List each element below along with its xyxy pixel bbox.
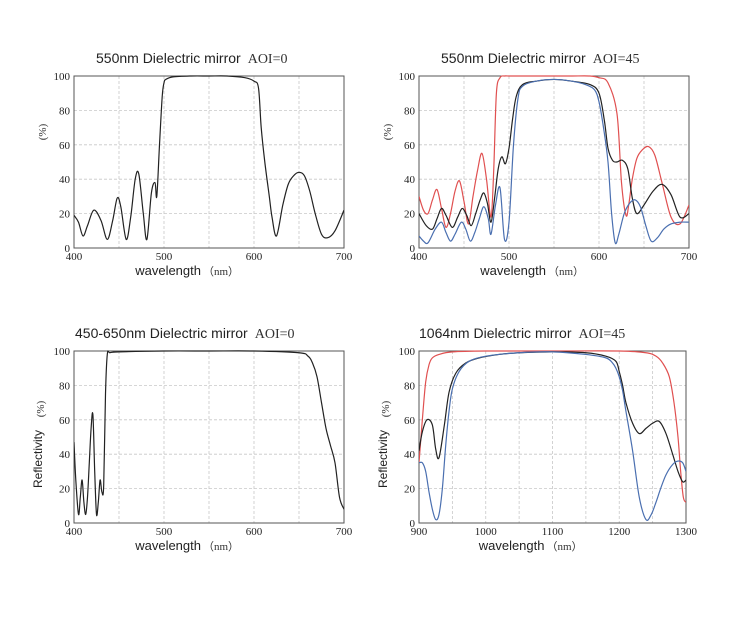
chart-title: 550nm Dielectric mirror (96, 50, 241, 66)
y-tick-label: 0 (65, 518, 71, 530)
y-tick-label: 80 (59, 380, 71, 392)
x-tick-label: 1000 (475, 526, 498, 538)
y-tick-label: 100 (399, 71, 416, 83)
y-tick-label: 40 (59, 449, 71, 461)
chart-title: 550nm Dielectric mirror (441, 50, 586, 66)
y-tick-label: 100 (54, 346, 71, 358)
x-axis-label: wavelength (134, 538, 201, 553)
y-tick-label: 0 (410, 243, 416, 255)
series-line-blue (419, 78, 689, 245)
x-tick-label: 500 (156, 526, 173, 538)
y-tick-label: 80 (404, 380, 416, 392)
y-tick-label: 20 (404, 209, 416, 221)
y-tick-label: 80 (59, 105, 71, 117)
y-tick-label: 20 (404, 484, 416, 496)
series-line-black (74, 350, 344, 517)
chart-aoi-label: AOI=0 (248, 52, 288, 67)
chart-aoi-label: AOI=45 (593, 52, 640, 67)
y-tick-label: 20 (59, 484, 71, 496)
x-axis-label: wavelength (134, 263, 201, 278)
series-line-red (419, 350, 686, 503)
chart-title: 1064nm Dielectric mirror (419, 325, 572, 341)
y-tick-label: 40 (404, 174, 416, 186)
series-line-red (419, 75, 689, 228)
y-axis-unit: (%) (380, 400, 392, 417)
x-tick-label: 1200 (608, 526, 631, 538)
y-axis-unit: (%) (37, 123, 49, 140)
series-line-black (419, 78, 689, 230)
x-tick-label: 700 (336, 526, 353, 538)
x-tick-label: 500 (501, 251, 518, 263)
x-tick-label: 700 (681, 251, 698, 263)
x-tick-label: 400 (411, 251, 428, 263)
x-axis-unit: （nm） (203, 540, 239, 553)
chart-title: 450-650nm Dielectric mirror (75, 325, 248, 341)
chart-aoi-label: AOI=45 (578, 327, 625, 342)
y-tick-label: 40 (59, 174, 71, 186)
series-line-blue (419, 351, 686, 521)
x-tick-label: 500 (156, 251, 173, 263)
x-tick-label: 600 (246, 526, 263, 538)
y-tick-label: 60 (59, 140, 71, 152)
series-line-black (419, 351, 686, 483)
x-axis-unit: （nm） (548, 265, 584, 278)
y-tick-label: 20 (59, 209, 71, 221)
chart-aoi-label: AOI=0 (255, 327, 295, 342)
series-line-black (74, 75, 344, 241)
y-tick-label: 60 (59, 415, 71, 427)
x-tick-label: 600 (591, 251, 608, 263)
x-tick-label: 1100 (542, 526, 564, 538)
x-tick-label: 700 (336, 251, 353, 263)
y-tick-label: 60 (404, 140, 416, 152)
x-axis-unit: （nm） (203, 265, 239, 278)
y-tick-label: 100 (399, 346, 416, 358)
y-axis-unit: (%) (382, 123, 394, 140)
y-axis-unit: (%) (35, 400, 47, 417)
y-tick-label: 0 (65, 243, 71, 255)
y-axis-label: Reflectivity (31, 430, 45, 488)
x-tick-label: 400 (66, 526, 83, 538)
x-tick-label: 600 (246, 251, 263, 263)
y-axis-label: Reflectivity (376, 430, 390, 488)
y-tick-label: 100 (54, 71, 71, 83)
x-axis-label: wavelength (479, 263, 546, 278)
x-tick-label: 900 (411, 526, 428, 538)
x-axis-label: wavelength (478, 538, 545, 553)
x-tick-label: 1300 (675, 526, 698, 538)
y-tick-label: 0 (410, 518, 416, 530)
y-tick-label: 60 (404, 415, 416, 427)
x-axis-unit: （nm） (547, 540, 583, 553)
y-tick-label: 80 (404, 105, 416, 117)
x-tick-label: 400 (66, 251, 83, 263)
y-tick-label: 40 (404, 449, 416, 461)
